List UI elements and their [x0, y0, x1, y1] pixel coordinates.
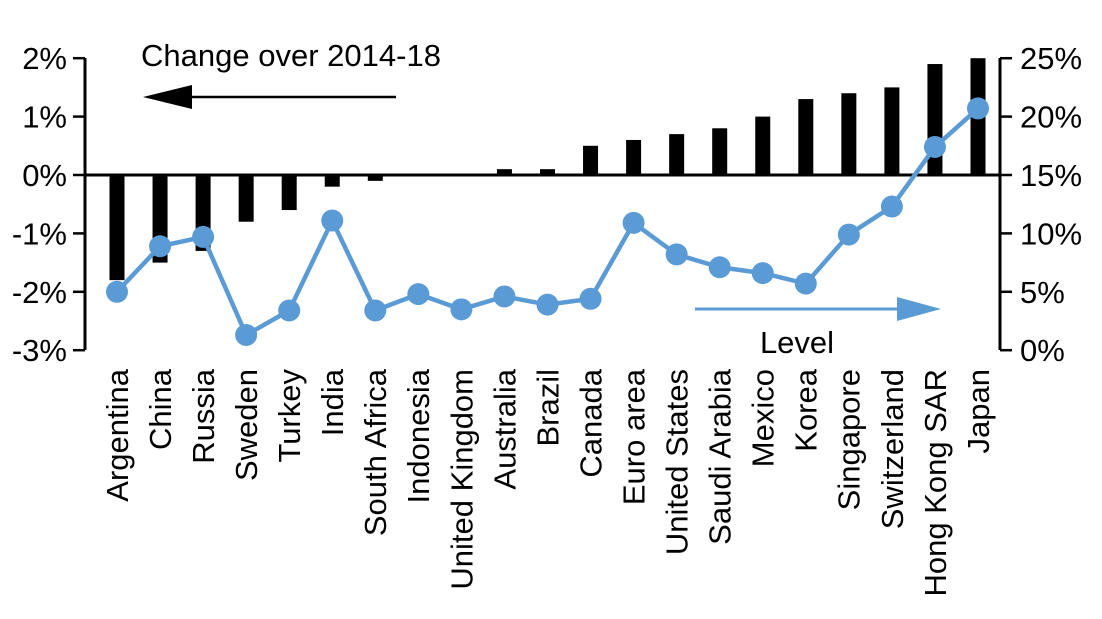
- category-label: Mexico: [746, 369, 781, 467]
- line-marker: [278, 299, 301, 322]
- line-marker: [536, 293, 559, 316]
- bar: [324, 175, 340, 187]
- category-label: Euro area: [616, 368, 651, 505]
- axes-layer: 2% 1% 0% -1% -2% -3% 25% 20% 15% 10% 5% 0%: [12, 41, 1082, 368]
- left-axis-tick-label: -2%: [12, 275, 67, 310]
- left-series-annotation: Change over 2014-18: [141, 38, 441, 73]
- bar: [669, 134, 685, 175]
- bar: [540, 169, 555, 175]
- line-marker: [106, 280, 128, 303]
- line-marker: [407, 283, 430, 306]
- bars-layer: [85, 58, 1000, 281]
- left-arrow-icon: [143, 85, 396, 109]
- line-layer: [106, 97, 989, 347]
- category-label: Korea: [789, 368, 824, 451]
- bar: [798, 99, 814, 175]
- line-marker: [837, 223, 860, 246]
- right-series-annotation: Level: [760, 325, 834, 360]
- right-axis-tick-label: 25%: [1020, 41, 1082, 76]
- category-labels-layer: Argentina China Russia Sweden Turkey India Sou…: [100, 368, 996, 596]
- line-marker: [579, 287, 602, 310]
- category-label: Russia: [186, 368, 221, 464]
- left-axis-tick-label: 1%: [22, 100, 67, 135]
- category-label: Singapore: [832, 369, 867, 510]
- line-marker: [149, 235, 172, 258]
- line-marker: [880, 195, 903, 218]
- right-axis-tick-label: 20%: [1020, 100, 1082, 135]
- line-marker: [235, 324, 258, 347]
- line-marker: [493, 285, 516, 308]
- category-label: United States: [660, 369, 695, 555]
- category-label: Indonesia: [401, 368, 436, 503]
- category-label: Saudi Arabia: [703, 368, 738, 545]
- left-axis-tick-label: 2%: [22, 41, 67, 76]
- category-label: United Kingdom: [444, 369, 479, 590]
- left-axis-tick-label: -1%: [12, 216, 67, 251]
- category-label: Australia: [487, 368, 522, 489]
- bar: [281, 175, 297, 211]
- line-marker: [192, 225, 215, 248]
- bar: [927, 64, 943, 175]
- line-marker: [665, 243, 688, 266]
- category-label: Canada: [573, 368, 608, 477]
- category-label: Turkey: [272, 369, 307, 463]
- bar: [367, 175, 383, 181]
- category-label: Japan: [961, 369, 996, 453]
- bar: [109, 175, 125, 281]
- line-marker: [708, 256, 731, 279]
- bar: [238, 175, 254, 222]
- bar: [841, 93, 857, 175]
- category-label: Brazil: [530, 369, 565, 447]
- line-marker: [923, 135, 946, 158]
- line-marker: [751, 262, 774, 285]
- right-axis-tick-label: 15%: [1020, 158, 1082, 193]
- right-axis-tick-label: 0%: [1020, 333, 1065, 368]
- right-axis-tick-label: 5%: [1020, 275, 1065, 310]
- category-label: Switzerland: [875, 369, 910, 529]
- line-marker: [794, 272, 817, 295]
- category-label: Hong Kong SAR: [918, 369, 953, 596]
- category-label: China: [143, 368, 178, 450]
- bar: [583, 145, 599, 175]
- right-axis-tick-label: 10%: [1020, 216, 1082, 251]
- bar: [496, 169, 512, 175]
- bar: [755, 116, 771, 175]
- category-label: India: [315, 368, 350, 436]
- bar: [626, 139, 642, 175]
- category-label: Argentina: [100, 368, 135, 501]
- line-marker: [321, 209, 344, 232]
- line-marker: [622, 211, 645, 234]
- bar: [712, 128, 728, 175]
- right-arrow-icon: [695, 297, 941, 321]
- left-axis-tick-label: -3%: [12, 333, 67, 368]
- bar: [884, 87, 900, 175]
- line-marker: [364, 299, 387, 322]
- line-marker: [450, 298, 473, 321]
- category-label: Sweden: [229, 369, 264, 481]
- line-marker: [967, 97, 989, 120]
- category-label: South Africa: [358, 368, 393, 536]
- left-axis-tick-label: 0%: [22, 158, 67, 193]
